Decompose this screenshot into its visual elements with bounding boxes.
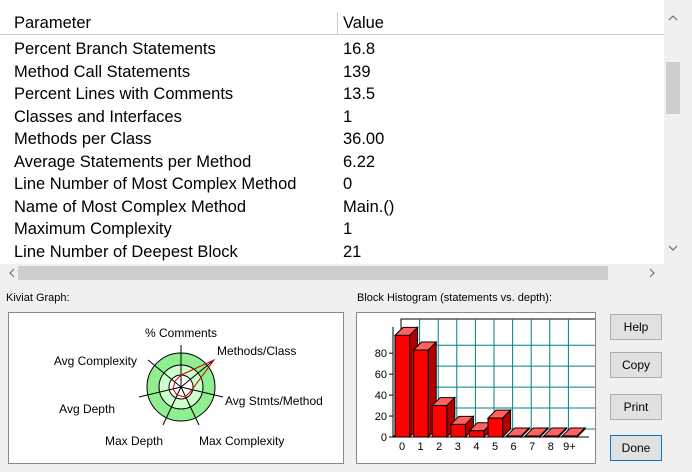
metrics-table: Parameter Value Percent Branch Statements 1…: [0, 0, 665, 264]
histogram-label: Block Histogram (statements vs. depth):: [357, 292, 553, 304]
kiviat-axis-label: Max Depth: [105, 434, 163, 448]
kiviat-panel: % Comments Methods/Class Avg Stmts/Method M…: [8, 312, 344, 464]
value-cell: Main.(): [343, 197, 395, 216]
value-cell: 21: [343, 242, 362, 261]
kiviat-axis-label: Avg Depth: [59, 402, 115, 416]
x-tick-label: 7: [529, 441, 535, 453]
parameter-cell: Average Statements per Method: [14, 152, 252, 171]
parameter-cell: Methods per Class: [14, 130, 152, 148]
parameter-cell: Maximum Complexity: [14, 220, 172, 238]
x-tick-label: 5: [492, 441, 498, 453]
value-cell: 139: [343, 62, 371, 81]
bar: [486, 408, 512, 439]
bar: [505, 426, 531, 439]
bar: [430, 396, 457, 439]
x-tick-label: 0: [399, 441, 405, 453]
kiviat-axis-label: % Comments: [145, 326, 217, 340]
header-row: Parameter Value: [0, 12, 664, 35]
parameter-cell: Method Call Statements: [14, 62, 191, 81]
bar: [542, 426, 568, 439]
x-tick-label: 4: [473, 441, 479, 453]
header-cell: Value: [343, 14, 384, 32]
x-tick-label: 1: [418, 441, 424, 453]
button[interactable]: Copy: [610, 352, 662, 378]
y-tick-label: 80: [375, 348, 387, 360]
header-cell: Parameter: [14, 14, 92, 32]
value-cell: 1: [343, 107, 353, 126]
x-tick-label: 6: [511, 441, 517, 453]
value-cell: 13.5: [343, 85, 376, 103]
y-tick-label: 20: [375, 411, 387, 423]
button[interactable]: Help: [610, 314, 662, 340]
kiviat-axis-label: Avg Stmts/Method: [225, 394, 323, 408]
value-cell: 1: [343, 220, 353, 238]
value-cell: 6.22: [343, 152, 376, 171]
value-cell: 16.8: [343, 40, 376, 58]
value-cell: 36.00: [343, 130, 385, 148]
button[interactable]: Print: [610, 394, 662, 420]
vertical-scrollbar[interactable]: [664, 0, 682, 264]
bar: [449, 415, 475, 439]
y-tick-label: 0: [381, 432, 387, 444]
kiviat-label: Kiviat Graph:: [6, 292, 70, 304]
parameter-cell: Percent Lines with Comments: [14, 85, 234, 103]
kiviat-axis-label: Methods/Class: [217, 344, 296, 358]
x-tick-label: 2: [436, 441, 442, 453]
y-tick-label: 40: [375, 390, 387, 402]
parameter-cell: Classes and Interfaces: [14, 107, 182, 126]
parameter-cell: Percent Branch Statements: [14, 40, 216, 58]
parameter-cell: Line Number of Deepest Block: [14, 242, 238, 261]
x-tick-label: 9+: [563, 441, 576, 453]
kiviat-axis-label: Avg Complexity: [54, 354, 137, 368]
kiviat-axis-label: Max Complexity: [199, 434, 284, 448]
x-tick-label: 3: [455, 441, 461, 453]
bar: [523, 426, 550, 439]
x-tick-label: 8: [548, 441, 554, 453]
parameter-cell: Line Number of Most Complex Method: [14, 175, 297, 193]
value-cell: 0: [343, 175, 353, 193]
horizontal-scrollbar[interactable]: [0, 264, 664, 282]
bar: [561, 426, 587, 439]
button[interactable]: Done: [610, 435, 662, 461]
histogram-panel: 0 20 40 60 80 0 1 2 3 4 5 6 7 8 9+: [356, 312, 598, 464]
parameter-cell: Name of Most Complex Method: [14, 197, 247, 216]
column-divider: [337, 12, 338, 34]
y-tick-label: 60: [375, 369, 387, 381]
